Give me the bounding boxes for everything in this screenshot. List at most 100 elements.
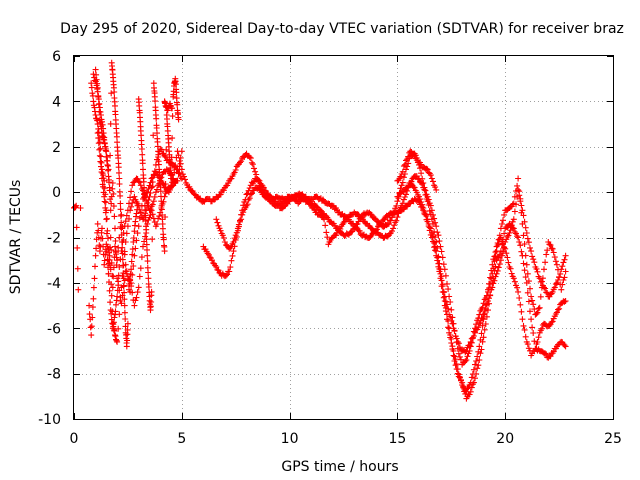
data-point (493, 270, 500, 277)
data-point (518, 248, 525, 255)
data-point (505, 259, 512, 266)
data-point (148, 184, 155, 191)
data-point (131, 228, 138, 235)
data-point (479, 315, 486, 322)
data-point (89, 92, 96, 99)
data-point (416, 175, 422, 182)
data-point (440, 294, 447, 301)
data-point (106, 249, 112, 256)
data-point (107, 266, 114, 273)
data-point (387, 217, 394, 224)
data-point (435, 232, 442, 239)
data-point (391, 222, 398, 229)
data-point (135, 223, 142, 230)
data-point (537, 293, 544, 300)
data-point (483, 313, 490, 320)
data-point (104, 161, 111, 168)
data-point (260, 184, 267, 191)
data-point (523, 279, 530, 286)
data-point (102, 251, 109, 258)
data-point (231, 235, 238, 242)
data-point (177, 154, 184, 161)
data-point (522, 224, 529, 231)
data-point (427, 172, 434, 179)
data-point (528, 248, 535, 255)
data-point (527, 285, 533, 292)
data-point (115, 325, 122, 332)
data-point (178, 175, 185, 182)
data-point (513, 230, 519, 237)
data-point (458, 376, 464, 383)
data-point (144, 258, 151, 265)
data-point (524, 270, 531, 277)
data-point (92, 78, 99, 85)
data-point (458, 356, 464, 363)
data-point (491, 253, 498, 260)
data-point (444, 301, 450, 308)
data-point (405, 183, 412, 190)
data-point (91, 275, 98, 282)
data-point (413, 189, 420, 196)
data-point (324, 234, 331, 241)
series-track-c (88, 80, 569, 402)
data-point (115, 278, 122, 285)
data-point (146, 214, 153, 221)
data-point (550, 249, 557, 256)
data-point (435, 260, 442, 267)
data-point (450, 325, 457, 332)
data-point (102, 147, 109, 154)
data-point (172, 180, 179, 186)
data-point (403, 157, 409, 164)
data-points (71, 59, 569, 402)
data-point (516, 239, 523, 245)
data-point (95, 135, 102, 142)
data-point (536, 275, 543, 282)
data-point (517, 301, 524, 308)
data-point (479, 322, 486, 329)
data-point (432, 243, 439, 250)
data-point (229, 252, 236, 259)
data-point (246, 185, 253, 192)
data-point (182, 176, 188, 183)
data-point (519, 252, 526, 259)
data-point (147, 190, 154, 196)
data-point (515, 175, 522, 182)
data-point (147, 206, 154, 213)
data-point (129, 246, 136, 253)
data-point (134, 230, 141, 237)
data-point (251, 165, 257, 172)
data-point (92, 66, 99, 73)
data-point (118, 225, 125, 232)
data-point (148, 299, 155, 305)
data-point (503, 250, 510, 257)
data-point (97, 108, 104, 115)
data-point (92, 263, 98, 270)
data-point (534, 268, 541, 275)
data-point (149, 201, 156, 208)
data-point (235, 221, 242, 228)
data-point (127, 276, 134, 283)
data-point (521, 267, 528, 274)
data-point (168, 154, 175, 161)
y-tick-label: 0 (52, 185, 61, 201)
data-point (491, 277, 498, 284)
data-point (496, 261, 503, 268)
data-point (109, 185, 116, 192)
data-point (464, 385, 471, 392)
data-point (536, 304, 543, 311)
data-point (433, 223, 440, 230)
y-tick-labels: -10 -8 -6 -4 -2 0 2 4 6 (38, 49, 61, 428)
y-tick-label: -10 (38, 412, 61, 428)
data-point (549, 245, 556, 252)
data-point (126, 281, 133, 287)
data-point (525, 298, 532, 305)
data-point (113, 133, 120, 140)
data-point (464, 353, 471, 360)
data-point (176, 170, 183, 176)
data-point (157, 188, 164, 195)
data-point (239, 211, 246, 218)
data-point (106, 287, 113, 294)
data-point (246, 154, 253, 161)
data-point (105, 235, 111, 242)
